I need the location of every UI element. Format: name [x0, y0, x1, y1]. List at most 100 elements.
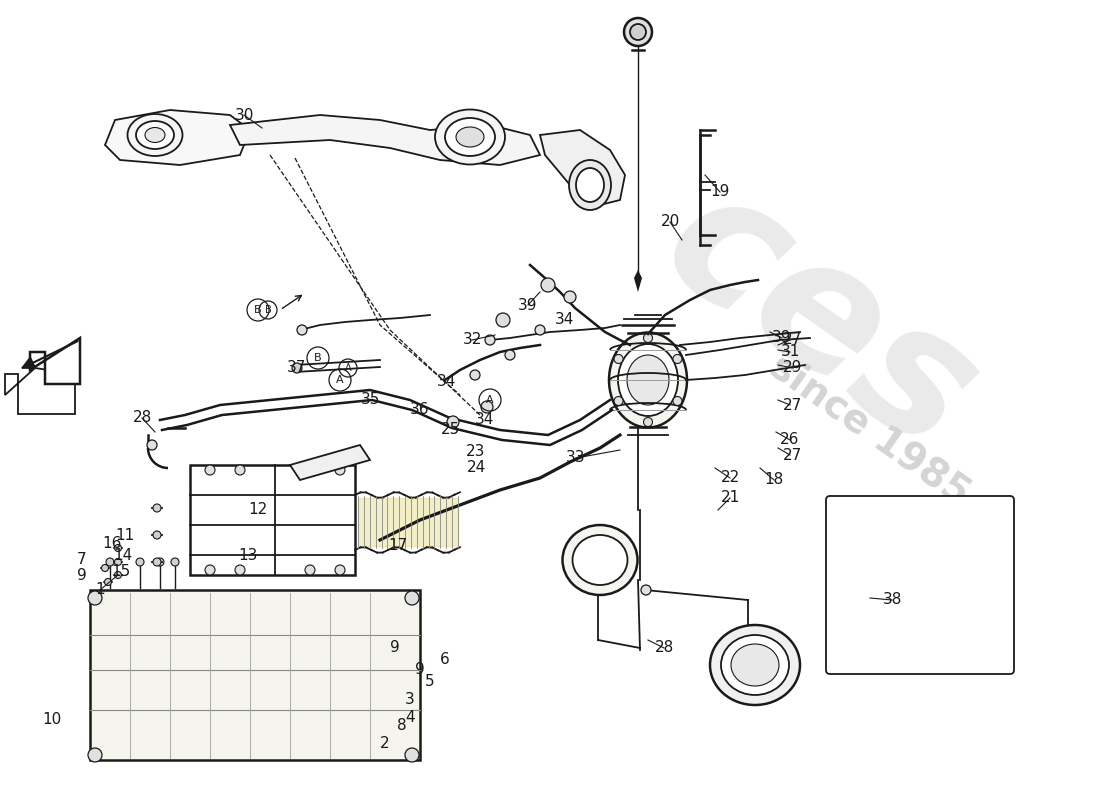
Circle shape [114, 545, 121, 551]
Text: 28: 28 [132, 410, 152, 426]
Polygon shape [892, 547, 902, 580]
Text: 4: 4 [405, 710, 415, 726]
Circle shape [564, 291, 576, 303]
Circle shape [205, 565, 214, 575]
Circle shape [305, 565, 315, 575]
Circle shape [673, 397, 682, 406]
Circle shape [630, 24, 646, 40]
Polygon shape [6, 368, 75, 414]
Text: 38: 38 [882, 593, 902, 607]
Circle shape [297, 325, 307, 335]
Text: 18: 18 [764, 473, 783, 487]
Ellipse shape [627, 355, 669, 405]
Bar [190, 465, 355, 575]
Text: 22: 22 [720, 470, 739, 486]
Text: 27: 27 [783, 333, 803, 347]
Polygon shape [290, 445, 370, 480]
Bar [90, 590, 420, 760]
Circle shape [673, 354, 682, 363]
Text: 3: 3 [405, 693, 415, 707]
Text: 9: 9 [77, 567, 87, 582]
Circle shape [336, 465, 345, 475]
Circle shape [447, 416, 459, 428]
Polygon shape [30, 338, 80, 384]
Ellipse shape [434, 110, 505, 165]
Circle shape [535, 325, 544, 335]
Ellipse shape [128, 114, 183, 156]
Text: 39: 39 [518, 298, 538, 313]
Ellipse shape [562, 525, 638, 595]
Circle shape [153, 531, 161, 539]
Ellipse shape [618, 344, 678, 416]
Circle shape [114, 558, 121, 566]
Text: B: B [265, 305, 272, 315]
Circle shape [147, 440, 157, 450]
Ellipse shape [446, 118, 495, 156]
Circle shape [292, 363, 302, 373]
Ellipse shape [576, 168, 604, 202]
Text: 35: 35 [361, 393, 379, 407]
Ellipse shape [572, 535, 627, 585]
Ellipse shape [732, 644, 779, 686]
Circle shape [405, 591, 419, 605]
Text: 29: 29 [783, 361, 803, 375]
Text: 6: 6 [440, 653, 450, 667]
Circle shape [170, 558, 179, 566]
Text: 8: 8 [397, 718, 407, 734]
Circle shape [88, 591, 102, 605]
Text: 26: 26 [780, 433, 800, 447]
Text: 39: 39 [772, 330, 792, 346]
FancyBboxPatch shape [826, 496, 1014, 674]
Circle shape [485, 335, 495, 345]
Text: 24: 24 [466, 461, 485, 475]
Text: 34: 34 [554, 313, 574, 327]
Text: 9: 9 [390, 639, 400, 654]
Text: 13: 13 [239, 547, 257, 562]
Text: 16: 16 [102, 535, 122, 550]
Text: 5: 5 [426, 674, 434, 690]
Text: 9: 9 [415, 662, 425, 678]
Circle shape [153, 558, 161, 566]
Text: 30: 30 [234, 107, 254, 122]
Polygon shape [634, 270, 642, 292]
Text: B: B [315, 353, 322, 363]
Ellipse shape [720, 635, 789, 695]
Circle shape [336, 565, 345, 575]
Text: 2: 2 [381, 735, 389, 750]
Text: since 1985: since 1985 [763, 347, 977, 513]
Text: 20: 20 [660, 214, 680, 230]
Text: 33: 33 [566, 450, 585, 466]
Polygon shape [937, 577, 962, 593]
Text: 27: 27 [783, 447, 803, 462]
Circle shape [624, 18, 652, 46]
Circle shape [505, 350, 515, 360]
Text: 28: 28 [654, 641, 673, 655]
Circle shape [405, 748, 419, 762]
Polygon shape [887, 580, 937, 590]
Ellipse shape [609, 333, 688, 427]
Text: 32: 32 [462, 333, 482, 347]
Text: 23: 23 [466, 445, 486, 459]
Text: 7: 7 [77, 553, 87, 567]
Ellipse shape [456, 127, 484, 147]
Circle shape [614, 354, 623, 363]
Text: 11: 11 [116, 529, 134, 543]
Ellipse shape [136, 121, 174, 149]
Circle shape [644, 418, 652, 426]
Circle shape [541, 278, 556, 292]
Circle shape [101, 565, 109, 571]
Text: B: B [254, 305, 262, 315]
Text: A: A [344, 363, 351, 373]
Text: 10: 10 [43, 713, 62, 727]
Circle shape [104, 578, 111, 586]
Ellipse shape [569, 160, 611, 210]
Circle shape [153, 504, 161, 512]
Text: 19: 19 [711, 185, 729, 199]
Circle shape [88, 748, 102, 762]
Circle shape [614, 397, 623, 406]
Text: 1: 1 [96, 582, 104, 598]
Circle shape [235, 565, 245, 575]
Text: A: A [486, 395, 494, 405]
Text: 14: 14 [113, 547, 133, 562]
Polygon shape [104, 110, 250, 165]
